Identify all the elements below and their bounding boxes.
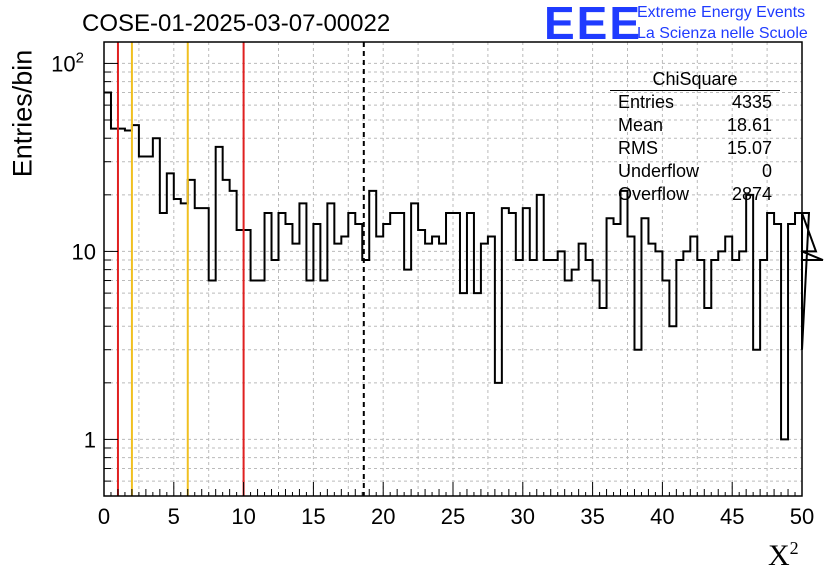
stats-row-mean: Mean 18.61 (618, 115, 772, 135)
stats-row-underflow: Underflow 0 (618, 161, 772, 181)
x-tick-label: 45 (720, 504, 744, 529)
stats-title: ChiSquare (610, 68, 780, 91)
stats-row-overflow: Overflow 2874 (618, 184, 772, 204)
stats-box: ChiSquare Entries 4335 Mean 18.61 RMS 15.07… (610, 68, 780, 206)
y-tick-label: 1 (84, 427, 96, 452)
logo-line-1: Extreme Energy Events (637, 4, 806, 21)
x-axis-label: X2 (768, 538, 799, 572)
x-tick-label: 15 (301, 504, 325, 529)
y-axis-label: Entries/bin (7, 49, 38, 178)
y-tick-label: 102 (51, 49, 84, 76)
stats-row-entries: Entries 4335 (618, 92, 772, 112)
y-tick-label: 10 (72, 239, 96, 264)
x-tick-label: 0 (98, 504, 110, 529)
x-tick-label: 10 (231, 504, 255, 529)
x-tick-label: 20 (371, 504, 395, 529)
x-tick-label: 30 (511, 504, 535, 529)
x-tick-label: 40 (650, 504, 674, 529)
x-tick-label: 35 (580, 504, 604, 529)
x-tick-label: 5 (168, 504, 180, 529)
logo-line-2: La Scienza nelle Scuole (637, 25, 808, 42)
x-tick-label: 25 (441, 504, 465, 529)
histogram-series (104, 91, 824, 441)
stats-row-rms: RMS 15.07 (618, 138, 772, 158)
x-tick-label: 50 (790, 504, 814, 529)
eee-logo: EEE (544, 0, 643, 49)
chart-title: COSE-01-2025-03-07-00022 (82, 10, 391, 37)
